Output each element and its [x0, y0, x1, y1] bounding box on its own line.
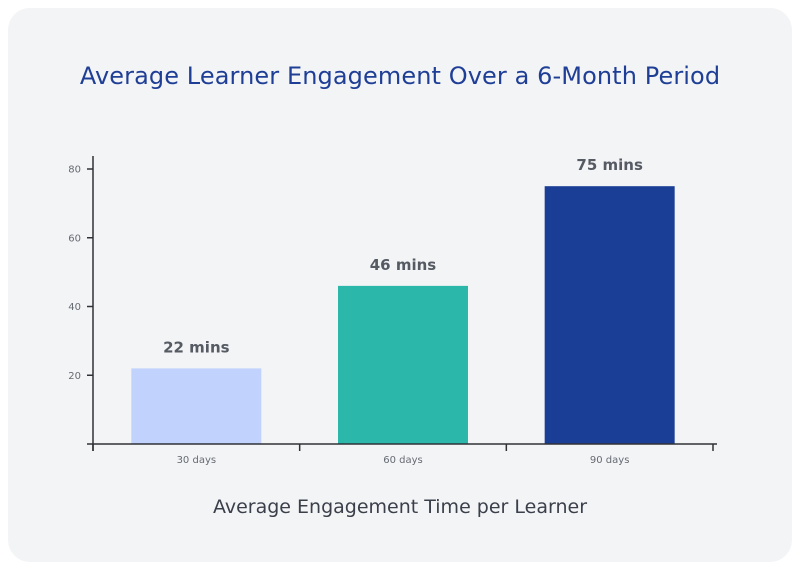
bar-60-days [338, 285, 468, 444]
data-label: 46 mins [370, 256, 437, 274]
x-axis-label: Average Engagement Time per Learner [212, 496, 588, 518]
bar-30-days [131, 368, 262, 444]
bars [131, 186, 675, 444]
y-tick-label: 40 [68, 302, 81, 313]
data-label: 22 mins [163, 338, 230, 356]
y-axis-ticks: 20 40 60 80 [68, 165, 93, 382]
data-labels: 22 mins 46 mins 75 mins [163, 156, 643, 356]
data-label: 75 mins [576, 156, 643, 174]
y-tick-label: 60 [68, 233, 81, 244]
chart-title: Average Learner Engagement Over a 6-Mont… [79, 62, 721, 90]
x-category-label: 30 days [177, 455, 217, 466]
x-axis-categories: 30 days 60 days 90 days [92, 444, 714, 466]
y-tick-label: 80 [68, 165, 81, 176]
y-tick-label: 20 [68, 371, 81, 382]
x-category-label: 90 days [590, 455, 630, 466]
bar-90-days [544, 186, 675, 444]
x-category-label: 60 days [383, 455, 423, 466]
